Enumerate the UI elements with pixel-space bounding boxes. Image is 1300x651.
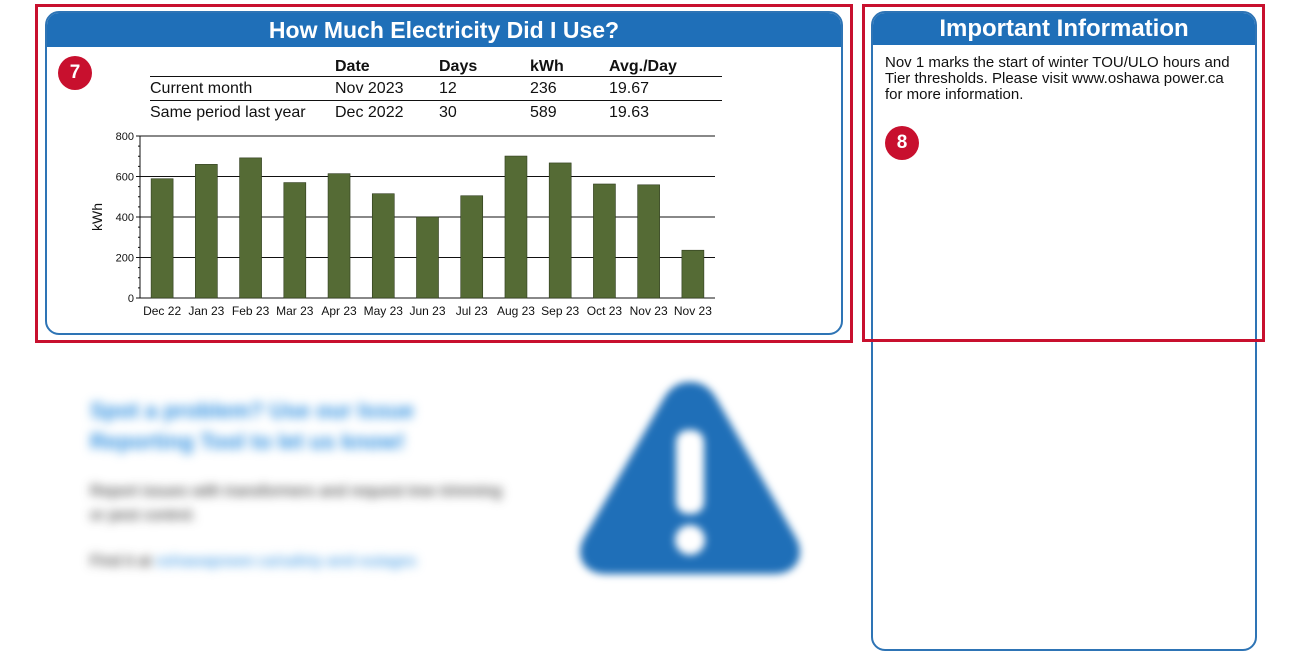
table-row: Same period last year Dec 2022 30 589 19… (150, 100, 722, 124)
bar (239, 157, 262, 299)
table-cell: 19.63 (609, 100, 722, 124)
bar (283, 182, 307, 299)
table-cell: Same period last year (150, 100, 335, 124)
usage-panel: How Much Electricity Did I Use? (45, 11, 843, 335)
y-axis-label: kWh (89, 203, 105, 231)
x-tick-label: May 23 (364, 304, 404, 318)
table-header-avg-per-day: Avg./Day (609, 58, 677, 75)
x-tick-label: Jul 23 (456, 304, 488, 318)
table-cell: 236 (530, 76, 609, 101)
table-cell: Dec 2022 (335, 100, 439, 124)
table-cell: Current month (150, 76, 335, 101)
x-tick-label: Sep 23 (541, 304, 579, 318)
bar (371, 193, 395, 299)
usage-panel-title: How Much Electricity Did I Use? (47, 13, 841, 47)
table-header-kwh: kWh (530, 58, 564, 75)
x-tick-label: Mar 23 (276, 304, 314, 318)
usage-bar-chart: 0 200 400 600 800 kWh Dec 22 Jan 23 Feb 23 Mar 23… (89, 131, 715, 318)
bar (681, 249, 705, 299)
table-header-row: Date Days kWh Avg./Day (150, 54, 722, 77)
x-tick-label: Oct 23 (587, 304, 623, 318)
info-text: Nov 1 marks the start of winter TOU/ULO … (885, 54, 1230, 103)
bar (504, 155, 528, 299)
promo-title: Spot a problem? Use our Issue Reporting … (90, 398, 414, 454)
x-tick-label: Aug 23 (497, 304, 535, 318)
bar (460, 195, 484, 299)
table-cell: 589 (530, 100, 609, 124)
table-cell: 30 (439, 100, 530, 124)
x-tick-label: Jun 23 (409, 304, 445, 318)
bar (593, 183, 616, 299)
callout-badge-7: 7 (58, 56, 92, 90)
bar (637, 184, 660, 299)
table-cell: 19.67 (609, 76, 722, 101)
highlight-frame-info (862, 4, 1265, 342)
bar (150, 178, 174, 299)
y-tick-label: 600 (116, 172, 134, 184)
y-tick-label: 0 (128, 293, 134, 305)
info-panel-title: Important Information (873, 13, 1255, 45)
y-tick-label: 400 (116, 212, 134, 224)
table-row: Current month Nov 2023 12 236 19.67 (150, 76, 722, 101)
table-cell: 12 (439, 76, 530, 101)
bar (195, 164, 218, 299)
table-cell: Nov 2023 (335, 76, 439, 101)
x-tick-label: Apr 23 (321, 304, 357, 318)
x-tick-label: Nov 23 (630, 304, 668, 318)
warning-triangle-icon (580, 382, 800, 574)
x-tick-label: Dec 22 (143, 304, 181, 318)
y-tick-label: 200 (116, 253, 134, 265)
promo-link[interactable]: oshawapower.ca/safety-and-outages (155, 553, 417, 570)
promo-body: Report issues with transformers and requ… (90, 483, 502, 524)
x-tick-label: Nov 23 (674, 304, 712, 318)
x-tick-label: Feb 23 (232, 304, 270, 318)
y-tick-label: 800 (116, 131, 134, 143)
promo-find-prefix: Find it at (90, 553, 152, 570)
table-header-date: Date (335, 58, 370, 75)
x-tick-label: Jan 23 (188, 304, 224, 318)
bar (327, 173, 351, 299)
usage-summary-table: Date Days kWh Avg./Day Current month Nov… (150, 54, 722, 124)
bar (416, 216, 439, 299)
table-header-days: Days (439, 58, 478, 75)
callout-badge-8: 8 (885, 126, 919, 160)
bar (548, 162, 572, 299)
highlight-frame-usage (35, 4, 853, 343)
promo-find-line: Find it at oshawapower.ca/safety-and-out… (90, 553, 560, 571)
